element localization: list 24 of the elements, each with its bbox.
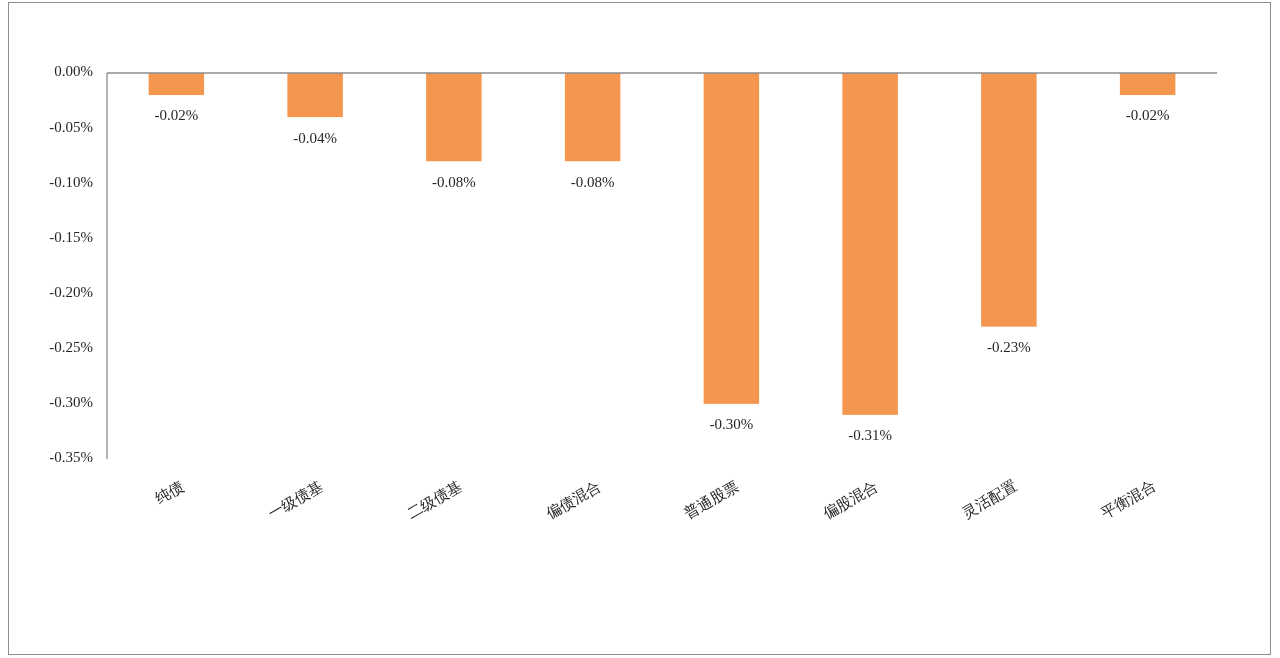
data-label: -0.02% bbox=[1125, 107, 1170, 124]
x-tick-label: 偏股混合 bbox=[820, 477, 881, 522]
data-label: -0.31% bbox=[848, 427, 892, 444]
x-tick-label: 二级债基 bbox=[404, 477, 465, 522]
x-tick-label: 一级债基 bbox=[265, 477, 326, 522]
y-tick-label: -0.35% bbox=[49, 449, 93, 466]
y-tick-label: -0.05% bbox=[49, 118, 93, 135]
x-tick-label: 平衡混合 bbox=[1098, 477, 1159, 522]
data-label: -0.08% bbox=[570, 173, 615, 190]
data-label: -0.02% bbox=[154, 107, 199, 124]
y-tick-label: -0.20% bbox=[49, 284, 93, 301]
data-label: -0.23% bbox=[987, 339, 1031, 356]
data-label: -0.04% bbox=[293, 129, 337, 146]
y-tick-label: -0.30% bbox=[49, 394, 93, 411]
y-tick-label: -0.25% bbox=[49, 339, 93, 356]
x-tick-label: 灵活配置 bbox=[959, 477, 1020, 522]
data-label: -0.08% bbox=[432, 173, 476, 190]
y-tick-label: -0.15% bbox=[49, 228, 93, 245]
x-tick-label: 普通股票 bbox=[681, 477, 742, 522]
x-tick-label: 偏债混合 bbox=[543, 477, 604, 522]
y-tick-label: -0.10% bbox=[49, 173, 93, 190]
y-tick-label: 0.00% bbox=[54, 63, 93, 80]
data-label: -0.30% bbox=[709, 416, 754, 433]
x-tick-label: 纯债 bbox=[152, 477, 187, 507]
